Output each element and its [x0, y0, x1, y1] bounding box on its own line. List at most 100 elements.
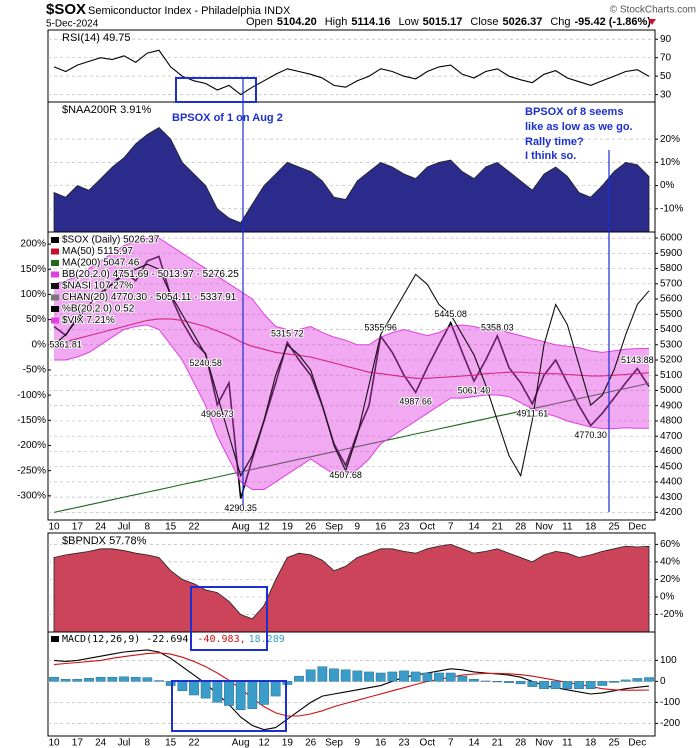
histogram-bar: [305, 669, 316, 682]
panel-layer: [48, 237, 655, 513]
value-label: 5240.58: [189, 358, 222, 368]
x-tick-label: Aug: [232, 738, 250, 748]
legend-label: -40.983,: [197, 634, 245, 645]
highlight-box: [190, 586, 268, 651]
area: [53, 126, 650, 232]
x-tick-label: 23: [398, 738, 410, 748]
x-tick-label: 19: [282, 522, 294, 533]
legend-swatch: [51, 271, 59, 278]
y-tick-label: 5700: [660, 278, 683, 289]
y2-tick-label: -200%: [17, 440, 46, 451]
x-tick-label: 23: [398, 522, 410, 533]
panel-layer: [48, 543, 655, 632]
histogram-bar: [119, 676, 129, 682]
x-tick-label: 22: [188, 522, 200, 533]
x-tick-label: 8: [145, 522, 151, 533]
y2-tick-label: 150%: [20, 264, 46, 275]
x-tick-label: 21: [492, 522, 504, 533]
value-label: 4911.61: [516, 408, 548, 418]
legend-label: $SOX (Daily) 5026.37: [62, 235, 160, 246]
x-tick-label: 16: [375, 738, 387, 748]
x-tick-label: 14: [468, 738, 480, 748]
histogram-bar: [177, 681, 188, 692]
x-tick-label: Dec: [628, 522, 646, 533]
y-tick-label: 0%: [660, 592, 675, 603]
value-label: 4507.68: [329, 470, 362, 480]
histogram-bar: [364, 671, 374, 682]
value-label: 5358.03: [481, 322, 514, 332]
highlight-box: [175, 77, 257, 103]
panel-layer: [48, 649, 655, 731]
histogram-bar: [632, 678, 643, 682]
annotation: like as low as we go.: [525, 121, 633, 133]
histogram-bar: [154, 680, 164, 682]
legend-label: BB(20,2.0) 4751.69 - 5013.97 - 5276.25: [62, 269, 239, 280]
y-tick-label: 90: [660, 34, 672, 45]
x-tick-label: Sep: [325, 522, 343, 533]
histogram-bar: [399, 670, 409, 682]
y2-tick-label: 0%: [32, 339, 47, 350]
y-tick-label: 70: [660, 52, 672, 63]
y-tick-label: 5800: [660, 263, 683, 274]
histogram-bar: [457, 675, 468, 682]
histogram-bar: [95, 676, 106, 682]
legend-label: $NASI 107.27%: [62, 281, 133, 292]
y-tick-label: 6000: [660, 233, 683, 244]
panel-frame: [47, 29, 656, 103]
legend-swatch: [51, 248, 59, 255]
histogram-bar: [562, 681, 573, 689]
annotation: BPSOX of 1 on Aug 2: [172, 112, 283, 124]
quote-value: 5026.37: [503, 16, 543, 28]
histogram-bar: [49, 676, 59, 682]
histogram-bar: [294, 675, 304, 682]
x-tick-label: 8: [145, 738, 151, 748]
highlight-box: [171, 680, 287, 732]
y-tick-label: 4700: [660, 431, 683, 442]
annotation: Rally time?: [525, 136, 584, 148]
x-tick-label: 25: [608, 738, 620, 748]
x-tick-label: 26: [305, 738, 317, 748]
x-tick-label: 11: [562, 522, 573, 533]
y-tick-label: 20%: [660, 134, 680, 145]
legend-label: %B(20,2.0) 0.52: [62, 304, 135, 315]
x-tick-label: 28: [515, 522, 527, 533]
x-tick-label: 10: [48, 522, 60, 533]
value-label: 5143.88: [621, 355, 654, 365]
y-tick-label: 40%: [660, 557, 680, 568]
line: [53, 382, 650, 513]
histogram-bar: [597, 681, 608, 686]
legend-label: $VIX 7.21%: [62, 315, 115, 326]
value-label: 5355.96: [364, 323, 397, 333]
histogram-bar: [434, 672, 444, 682]
quote-label: Chg: [550, 16, 570, 28]
y-tick-label: 50: [660, 71, 672, 82]
x-tick-label: 14: [468, 522, 480, 533]
legend-label: MACD(12,26,9) -22.694,: [62, 634, 194, 645]
quote-value: -95.42 (-1.86%): [575, 16, 652, 28]
legend-swatch: [51, 283, 59, 289]
x-tick-label: 15: [165, 522, 177, 533]
histogram-bar: [550, 681, 561, 689]
annotation: BPSOX of 8 seems: [525, 106, 623, 118]
value-label: 4906.73: [201, 409, 234, 419]
annotation: I think so.: [525, 150, 576, 162]
panel-title: RSI(14) 49.75: [62, 32, 130, 44]
histogram-bar: [585, 681, 596, 689]
legend-swatch: [51, 306, 59, 312]
band-upper: [53, 237, 650, 353]
y-tick-label: 4800: [660, 416, 683, 427]
quote-label: High: [325, 16, 348, 28]
y-tick-label: 4200: [660, 507, 683, 518]
histogram-bar: [60, 679, 71, 682]
legend-label: MA(50) 5115.97: [62, 246, 133, 257]
histogram-bar: [574, 681, 584, 689]
x-tick-label: 9: [355, 522, 361, 533]
histogram-bar: [620, 679, 631, 682]
x-tick-label: 15: [165, 738, 177, 748]
y-tick-label: 5500: [660, 309, 683, 320]
y2-tick-label: 50%: [26, 314, 46, 325]
panel-layer: [48, 38, 655, 96]
histogram-bar: [504, 681, 514, 683]
histogram-bar: [422, 672, 433, 682]
